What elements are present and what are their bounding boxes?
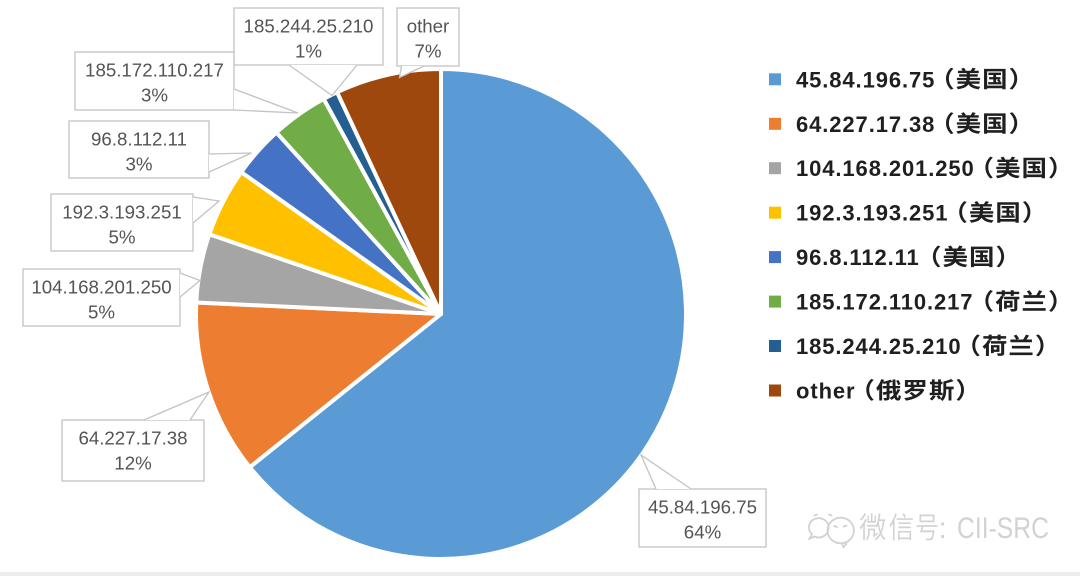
svg-text:other: other [796, 379, 856, 404]
svg-text:3%: 3% [141, 85, 168, 106]
svg-text:64.227.17.38: 64.227.17.38 [796, 112, 935, 137]
svg-text:185.244.25.210: 185.244.25.210 [796, 334, 962, 359]
svg-text:5%: 5% [108, 227, 135, 248]
svg-text:104.168.201.250: 104.168.201.250 [796, 156, 975, 181]
svg-text:192.3.193.251: 192.3.193.251 [62, 202, 182, 223]
svg-text:45.84.196.75: 45.84.196.75 [648, 497, 757, 518]
svg-text:185.172.110.217: 185.172.110.217 [796, 290, 973, 315]
svg-text:185.172.110.217: 185.172.110.217 [85, 60, 224, 81]
svg-text:12%: 12% [114, 453, 151, 474]
svg-text:45.84.196.75: 45.84.196.75 [796, 67, 935, 92]
svg-text:5%: 5% [88, 302, 115, 323]
svg-text:96.8.112.11: 96.8.112.11 [91, 129, 187, 150]
svg-text:3%: 3% [125, 154, 152, 175]
svg-text:1%: 1% [295, 41, 322, 62]
svg-text:192.3.193.251: 192.3.193.251 [796, 201, 948, 226]
svg-text:64%: 64% [684, 522, 721, 543]
svg-text:64.227.17.38: 64.227.17.38 [78, 428, 187, 449]
svg-text:other: other [407, 16, 450, 37]
svg-text:96.8.112.11: 96.8.112.11 [796, 245, 920, 270]
svg-text:7%: 7% [414, 41, 441, 62]
svg-text:104.168.201.250: 104.168.201.250 [31, 277, 171, 298]
svg-text::: : [939, 512, 947, 545]
svg-text:CII-SRC: CII-SRC [957, 512, 1049, 545]
svg-text:185.244.25.210: 185.244.25.210 [244, 16, 374, 37]
